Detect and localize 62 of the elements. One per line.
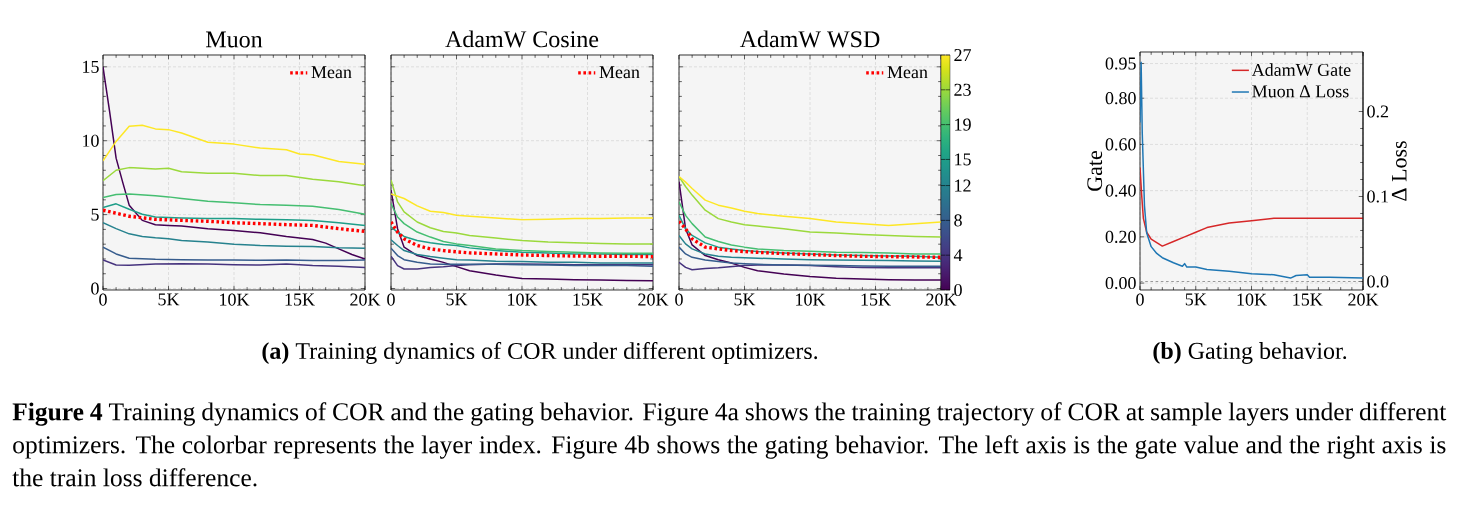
y2-axis-title: Δ Loss (1391, 141, 1407, 201)
legend-label: Mean (311, 66, 352, 79)
text: (a) Training dynamics of COR under different optimizers. (262, 341, 818, 365)
x-tick-label: 20K (638, 293, 669, 306)
y-tick-label: 0.80 (1105, 92, 1136, 105)
line-series (103, 259, 366, 269)
line-series (103, 222, 366, 249)
text: Figure 4 Training dynamics of COR and the gating behavior. Figure 4a shows the training trajectory of COR at sample layers under different optimizers. The colorbar represents the layer index. Figure 4b shows the gating behavior. The left axis is the gate value and the right axis is the train loss difference. (12, 402, 1447, 487)
y-axis-title: Gate (1087, 150, 1103, 191)
legend-label: Mean (887, 66, 928, 79)
color-bar-label: 8 (954, 214, 962, 227)
x-tick-label: 0 (1136, 293, 1144, 306)
legend-label: Muon Δ Loss (1252, 85, 1349, 98)
legend-label: Mean (599, 66, 640, 79)
x-tick-label: 5K (1185, 293, 1207, 306)
chart-title: AdamW WSD (739, 30, 880, 48)
legend-label: AdamW Gate (1251, 63, 1351, 77)
x-tick-label: 5K (158, 293, 180, 306)
x-tick-label: 0 (387, 293, 395, 306)
y-tick-label: 0.95 (1105, 57, 1136, 70)
text: (b) Gating behavior. (1153, 342, 1347, 364)
x-tick-label: 10K (220, 293, 250, 306)
y-tick-label: 0.60 (1105, 138, 1136, 151)
line-series (103, 203, 366, 227)
y2-tick-label: 0.2 (1367, 105, 1389, 118)
x-tick-label: 5K (734, 293, 756, 306)
x-tick-label: 15K (573, 293, 603, 306)
x-tick-label: 15K (861, 293, 891, 306)
line-series (103, 124, 366, 165)
line-series (103, 208, 366, 234)
color-bar-label: 27 (954, 49, 972, 61)
x-tick-label: 20K (1348, 293, 1379, 306)
x-tick-label: 0 (675, 293, 683, 306)
line-series (103, 66, 366, 260)
y-tick-label: 0.00 (1105, 276, 1136, 290)
y-tick-label: 0 (91, 282, 99, 295)
y-tick-label: 10 (83, 134, 99, 147)
line-series (103, 166, 366, 187)
y2-tick-label: 0.0 (1367, 275, 1389, 288)
color-bar-label: 15 (955, 153, 971, 166)
chart-title: AdamW Cosine (445, 30, 599, 48)
x-tick-label: 15K (285, 293, 315, 306)
color-bar-label: 19 (955, 118, 971, 131)
y-tick-label: 0.40 (1105, 184, 1136, 197)
x-tick-label: 10K (1237, 293, 1267, 306)
y-tick-label: 0.20 (1105, 230, 1136, 243)
y-tick-label: 5 (91, 208, 99, 221)
x-tick-label: 10K (796, 293, 826, 306)
line-series (103, 193, 366, 216)
line-series (1140, 61, 1364, 279)
y-tick-label: 15 (83, 60, 99, 73)
x-tick-label: 10K (508, 293, 538, 306)
color-bar-label: 4 (953, 249, 963, 262)
color-bar-label: 12 (955, 179, 971, 192)
x-tick-label: 0 (99, 293, 107, 306)
x-tick-label: 15K (1293, 293, 1323, 306)
line-series (103, 246, 366, 262)
x-tick-label: 5K (446, 293, 468, 306)
color-bar-label: 23 (954, 83, 971, 96)
chart-title: Muon (206, 31, 263, 48)
y2-tick-label: 0.1 (1367, 190, 1388, 203)
x-tick-label: 20K (350, 293, 381, 306)
